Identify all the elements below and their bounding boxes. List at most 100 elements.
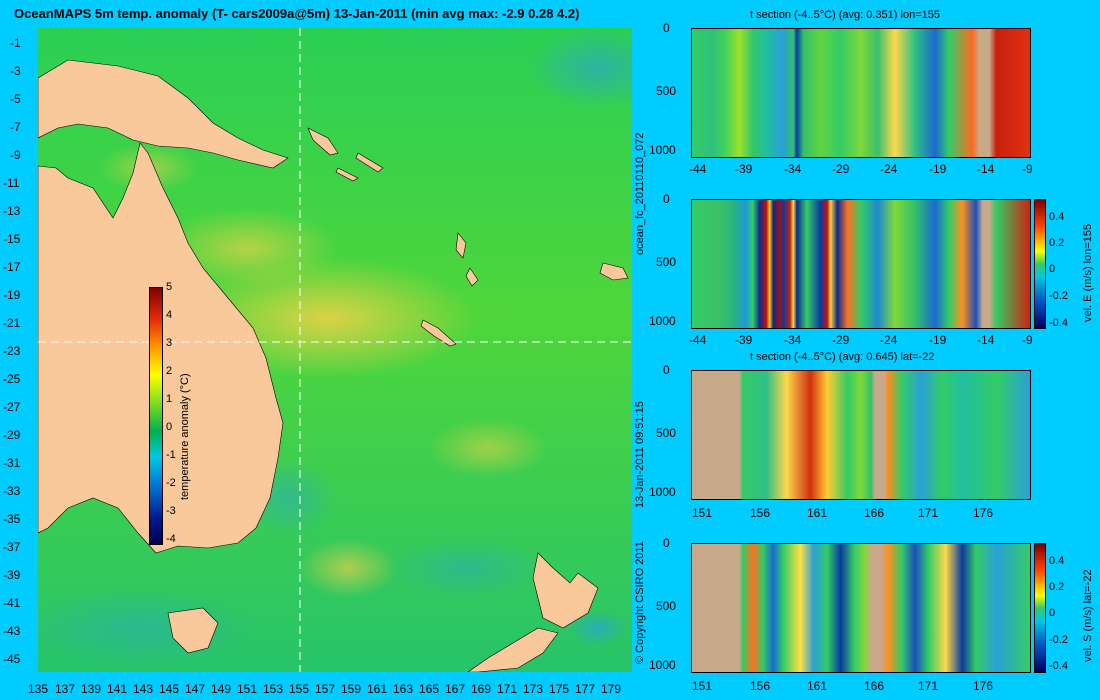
colorbar-label: vel. E (m/s) lon=155 xyxy=(1082,223,1094,322)
lon-tick: 165 xyxy=(419,682,440,696)
lon-tick: 161 xyxy=(367,682,388,696)
colorbar-tick: -0.4 xyxy=(1049,317,1068,329)
lat-tick: -37 xyxy=(3,540,21,554)
section-plot[interactable] xyxy=(691,370,1031,500)
x-tick: 171 xyxy=(918,506,939,520)
lon-tick: 157 xyxy=(315,682,336,696)
lat-tick: -43 xyxy=(3,624,21,638)
lon-tick: 147 xyxy=(185,682,206,696)
x-tick: 161 xyxy=(807,506,828,520)
vanuatu-land xyxy=(455,232,479,287)
y-tick: 1000 xyxy=(649,314,676,328)
x-tick: -34 xyxy=(784,333,802,347)
x-tick: -24 xyxy=(880,333,898,347)
x-tick: -44 xyxy=(689,333,707,347)
map-area[interactable] xyxy=(18,28,668,673)
x-tick: -34 xyxy=(784,162,802,176)
lon-tick: 163 xyxy=(393,682,414,696)
lon-tick: 175 xyxy=(549,682,570,696)
colorbar-label: temperature anomaly (°C) xyxy=(179,373,191,500)
x-tick: -29 xyxy=(832,162,850,176)
new-caledonia-land xyxy=(420,319,457,347)
x-tick: 151 xyxy=(692,679,713,693)
temperature-colorbar xyxy=(149,287,163,545)
x-tick: 176 xyxy=(973,506,994,520)
colorbar-tick: 4 xyxy=(166,309,173,321)
lat-tick: -13 xyxy=(3,204,21,218)
x-tick: -44 xyxy=(689,162,707,176)
x-tick: -14 xyxy=(977,333,995,347)
lat-tick: -1 xyxy=(10,36,21,50)
lon-tick: 169 xyxy=(471,682,492,696)
x-tick: -29 xyxy=(832,333,850,347)
velocity-s-colorbar xyxy=(1034,543,1046,673)
lat-tick: -19 xyxy=(3,288,21,302)
colorbar-label: vel. S (m/s) lat=-22 xyxy=(1082,569,1094,662)
lat-tick: -11 xyxy=(3,176,20,190)
x-tick: -9 xyxy=(1022,162,1033,176)
lon-tick: 135 xyxy=(28,682,49,696)
fiji-land xyxy=(599,262,629,281)
lat-tick: -25 xyxy=(3,372,21,386)
colorbar-tick: 0 xyxy=(1049,263,1056,275)
x-tick: -19 xyxy=(929,162,947,176)
colorbar-tick: -2 xyxy=(166,477,176,489)
lon-tick: 173 xyxy=(523,682,544,696)
y-tick: 500 xyxy=(656,255,677,269)
lon-tick: 179 xyxy=(601,682,622,696)
colorbar-tick: 0.2 xyxy=(1049,237,1065,249)
lon-tick: 141 xyxy=(107,682,128,696)
lat-tick: -27 xyxy=(3,400,21,414)
lat-tick: -9 xyxy=(10,148,21,162)
lon-tick: 167 xyxy=(445,682,466,696)
section-plot[interactable] xyxy=(691,543,1031,673)
lat-tick: -5 xyxy=(10,92,21,106)
lon-tick: 139 xyxy=(81,682,102,696)
x-tick: 161 xyxy=(807,679,828,693)
y-tick: 500 xyxy=(656,426,677,440)
colorbar-tick: -3 xyxy=(166,505,176,517)
velocity-e-colorbar xyxy=(1034,199,1046,329)
colorbar-tick: 0.4 xyxy=(1049,555,1065,567)
lat-tick: -33 xyxy=(3,484,21,498)
lat-tick: -31 xyxy=(3,456,21,470)
y-tick: 1000 xyxy=(649,143,676,157)
lon-tick: 159 xyxy=(341,682,362,696)
section-plot[interactable] xyxy=(691,28,1031,158)
lon-tick: 149 xyxy=(211,682,232,696)
lon-tick: 171 xyxy=(497,682,518,696)
y-tick: 500 xyxy=(656,84,677,98)
colorbar-tick: -1 xyxy=(166,449,176,461)
y-tick: 0 xyxy=(663,21,670,35)
x-tick: -19 xyxy=(929,333,947,347)
colorbar-tick: -0.2 xyxy=(1049,290,1068,302)
y-tick: 1000 xyxy=(649,658,676,672)
x-tick: -24 xyxy=(880,162,898,176)
lat-tick: -39 xyxy=(3,568,21,582)
lon-tick: 151 xyxy=(237,682,258,696)
x-tick: 156 xyxy=(750,679,771,693)
colorbar-tick: -0.4 xyxy=(1049,660,1068,672)
lat-tick: -41 xyxy=(3,596,21,610)
new-guinea-land xyxy=(37,59,289,169)
y-tick: 1000 xyxy=(649,485,676,499)
lat-tick: -35 xyxy=(3,512,21,526)
x-tick: 166 xyxy=(864,506,885,520)
y-tick: 0 xyxy=(663,363,670,377)
section-plot[interactable] xyxy=(691,199,1031,329)
lon-tick: 155 xyxy=(289,682,310,696)
colorbar-tick: 0 xyxy=(166,421,173,433)
lon-tick: 145 xyxy=(159,682,180,696)
lat-tick: -29 xyxy=(3,428,21,442)
colorbar-tick: 0.4 xyxy=(1049,211,1065,223)
colorbar-tick: 5 xyxy=(166,281,173,293)
colorbar-tick: 3 xyxy=(166,337,173,349)
lat-tick: -45 xyxy=(3,652,21,666)
lon-tick: 177 xyxy=(575,682,596,696)
x-tick: 171 xyxy=(918,679,939,693)
colorbar-tick: -4 xyxy=(166,533,176,545)
lon-tick: 137 xyxy=(55,682,76,696)
x-tick: 176 xyxy=(973,679,994,693)
tasmania-land xyxy=(167,607,219,654)
lat-tick: -7 xyxy=(10,120,21,134)
